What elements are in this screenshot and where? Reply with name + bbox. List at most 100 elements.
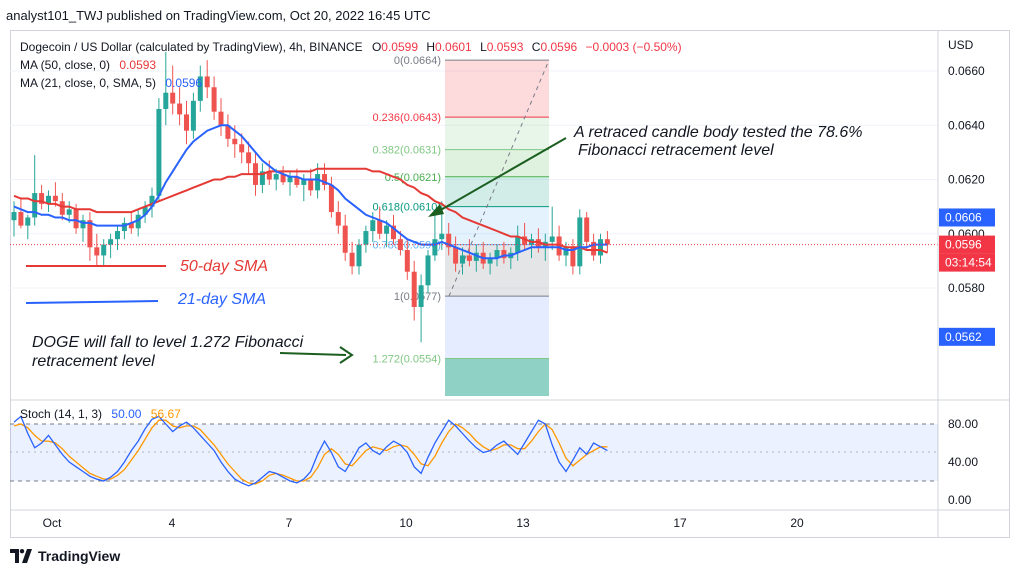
legend-ma50-label: MA (50, close, 0): [20, 58, 110, 72]
candle-body: [501, 250, 507, 259]
candle-body: [453, 247, 459, 264]
candle-body: [52, 195, 58, 202]
candle-body: [322, 174, 327, 185]
candle-body: [177, 103, 183, 115]
candle-body: [94, 247, 100, 256]
candle-body: [280, 174, 286, 183]
legend-ma50-value: 0.0593: [119, 58, 156, 72]
time-axis: Oct 4 7 10 13 17 20: [10, 509, 1010, 530]
fib-zone: [445, 206, 549, 245]
legend-h-label: H: [426, 40, 435, 54]
candle-body: [342, 225, 348, 253]
fib-level-label: 0.5(0.0621): [385, 172, 441, 184]
candle-body: [87, 220, 93, 248]
candle-body: [156, 108, 162, 196]
candle-body: [549, 236, 555, 242]
price-axis-currency: USD: [948, 38, 974, 52]
candle-body: [604, 239, 610, 245]
candle-body: [11, 212, 17, 221]
fib-level-label: 0.382(0.0631): [373, 145, 442, 157]
candle-body: [184, 114, 189, 131]
doge-text-line1: DOGE will fall to level 1.272 Fibonacci: [32, 334, 304, 351]
legend-c-label: C: [532, 40, 541, 54]
candle-body: [135, 214, 141, 229]
candle-body: [384, 225, 390, 234]
attribution-bar: analyst101_TWJ published on TradingView.…: [0, 0, 1017, 30]
chart-frame: [10, 30, 1010, 538]
stoch-k-value: 50.00: [111, 407, 141, 421]
fibonacci-retracement: 0(0.0664) 0.236(0.0643) 0.382(0.0631) 0.5(0…: [373, 55, 550, 396]
candle-body: [25, 217, 31, 226]
stoch-tick-label: 40.00: [948, 455, 978, 469]
candle-body: [108, 239, 114, 245]
time-tick-label: 13: [516, 516, 530, 530]
candle-body: [32, 193, 38, 218]
candle-body: [273, 174, 279, 180]
ma21-line: [13, 124, 608, 260]
stoch-legend: Stoch (14, 1, 3) 50.00 56.67: [20, 407, 181, 421]
footer-brand: TradingView: [38, 548, 121, 564]
fib-zone: [445, 358, 549, 396]
candle-body: [591, 241, 597, 256]
candle-body: [570, 247, 576, 267]
candle-body: [218, 111, 224, 126]
retrace-arrow-head: [428, 204, 444, 217]
stochastic-pane: Stoch (14, 1, 3) 50.00 56.67 80.00 40.00 0…: [10, 399, 1010, 507]
candle-body: [211, 87, 217, 112]
candle-body: [563, 247, 569, 256]
candle-body: [535, 239, 541, 248]
candle-body: [598, 239, 603, 256]
candle-body: [204, 76, 210, 88]
candle-body: [377, 220, 383, 234]
legend-symbol: Dogecoin / US Dollar (calculated by Trad…: [20, 40, 363, 54]
time-tick-label: 10: [399, 516, 413, 530]
candle-body: [246, 152, 252, 164]
legend-ma21-label: MA (21, close, 0, SMA, 5): [20, 76, 156, 90]
legend-symbol-row: Dogecoin / US Dollar (calculated by Trad…: [20, 40, 682, 54]
price-grid: [10, 70, 938, 289]
candle-body: [425, 255, 431, 286]
sma21-sample-line: [25, 300, 159, 304]
candle-body: [411, 271, 417, 307]
candles: [11, 52, 610, 343]
candle-body: [80, 220, 86, 229]
legend-o-label: O: [372, 40, 381, 54]
legend-change: −0.0003 (−0.50%): [586, 40, 682, 54]
retrace-text-line1: A retraced candle body tested the 78.6%: [573, 124, 862, 141]
price-tick-label: 0.0640: [948, 118, 985, 132]
fib-level-label: 0(0.0664): [394, 55, 441, 67]
time-tick-label: 17: [673, 516, 687, 530]
price-badge: [939, 235, 995, 254]
candle-body: [356, 244, 362, 267]
legend-ma21-value: 0.0596: [165, 76, 202, 90]
doge-arrow-head: [339, 346, 354, 364]
price-tick-label: 0.0620: [948, 173, 985, 187]
legend-ma21-row: MA (21, close, 0, SMA, 5) 0.0596: [20, 76, 202, 90]
candle-body: [522, 236, 528, 245]
price-badge-label: 0.0596: [945, 238, 982, 252]
candle-body: [46, 195, 51, 204]
fib-zone: [445, 60, 549, 118]
price-tick-label: 0.0660: [948, 64, 985, 78]
legend-l-value: 0.0593: [487, 40, 524, 54]
candle-body: [556, 236, 562, 256]
candle-body: [391, 225, 396, 240]
candle-body: [577, 217, 583, 267]
candle-body: [404, 250, 410, 272]
price-tick-label: 0.0580: [948, 281, 985, 295]
candle-body: [149, 195, 155, 207]
candle-body: [115, 231, 120, 240]
stoch-tick-label: 0.00: [948, 493, 972, 507]
fib-level-label: 0.236(0.0643): [373, 112, 442, 124]
fib-trend-line: [448, 59, 550, 297]
fib-level-label: 1.272(0.0554): [373, 354, 442, 366]
stoch-tick-label: 80.00: [948, 417, 978, 431]
candle-body: [232, 138, 238, 145]
candle-body: [466, 255, 472, 261]
fib-level-label: 0.786(0.0596): [373, 240, 442, 252]
price-badge-label: 03:14:54: [945, 256, 992, 270]
candle-body: [121, 222, 127, 232]
candle-body: [584, 217, 590, 242]
doge-arrow: [279, 352, 347, 356]
